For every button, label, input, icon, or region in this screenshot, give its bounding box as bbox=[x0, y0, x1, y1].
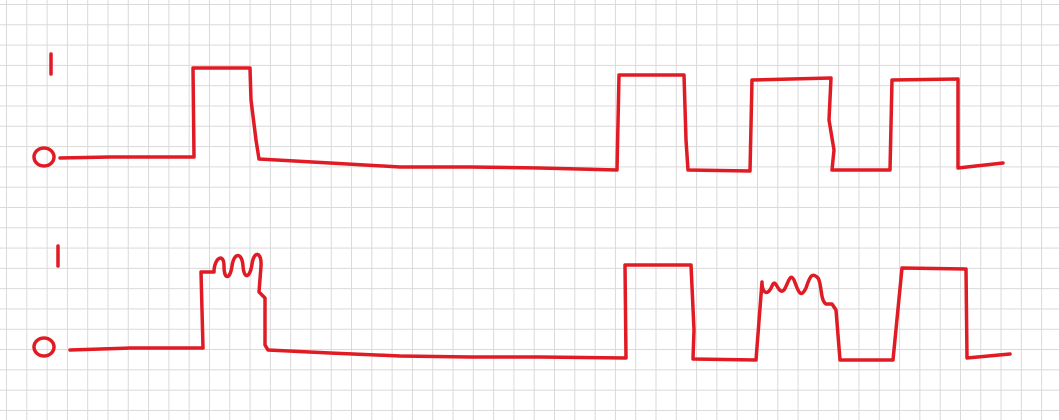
trace-1-low-label-mark bbox=[32, 146, 56, 168]
trace-1-axis-labels: 1 0 bbox=[32, 52, 56, 168]
trace-2-low-label-mark bbox=[32, 336, 56, 358]
trace-2-axis-labels: 1 0 bbox=[32, 244, 60, 358]
trace-2-waveform bbox=[68, 252, 1012, 362]
trace-1-waveform bbox=[58, 66, 1005, 173]
